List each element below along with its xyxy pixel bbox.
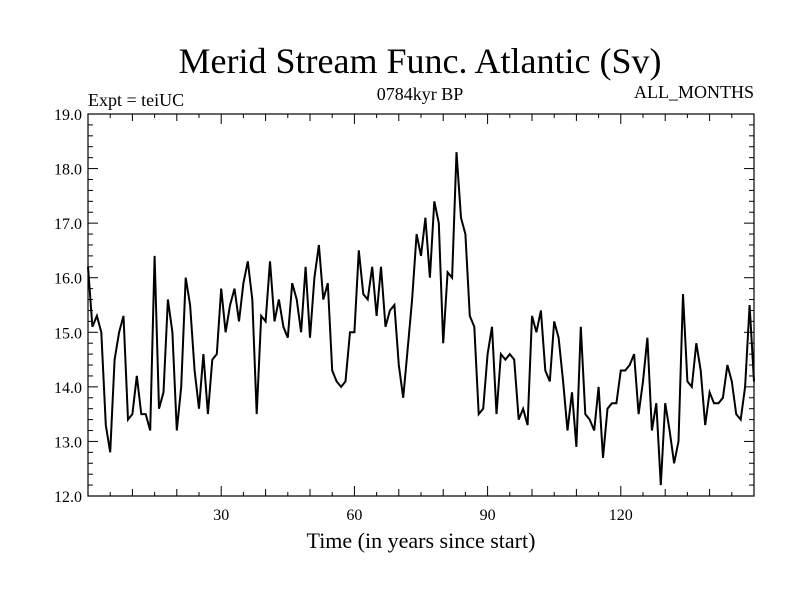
x-tick-label: 90 — [480, 507, 496, 524]
y-tick-label: 17.0 — [54, 216, 82, 233]
expt-label: Expt = teiUC — [88, 90, 184, 110]
chart-title: Merid Stream Func. Atlantic (Sv) — [179, 41, 662, 81]
y-tick-label: 16.0 — [54, 271, 82, 288]
plot-frame — [87, 113, 755, 497]
x-tick-label: 60 — [346, 507, 362, 524]
axis-ticks — [88, 114, 754, 496]
x-tick-label: 30 — [213, 507, 229, 524]
y-tick-label: 19.0 — [54, 107, 82, 124]
x-axis-label: Time (in years since start) — [307, 528, 536, 553]
x-tick-label: 120 — [609, 507, 633, 524]
y-tick-label: 18.0 — [54, 162, 82, 179]
chart-subtitle: 0784kyr BP — [377, 84, 464, 104]
months-label: ALL_MONTHS — [634, 82, 754, 102]
y-tick-label: 14.0 — [54, 380, 82, 397]
y-tick-label: 15.0 — [54, 325, 82, 342]
y-tick-label: 13.0 — [54, 434, 82, 451]
tick-labels: 30 60 90 120 12.0 13.0 14.0 15.0 16.0 17.0 18.0 19.… — [54, 107, 633, 524]
y-tick-label: 12.0 — [54, 489, 82, 506]
series-line — [87, 152, 755, 486]
